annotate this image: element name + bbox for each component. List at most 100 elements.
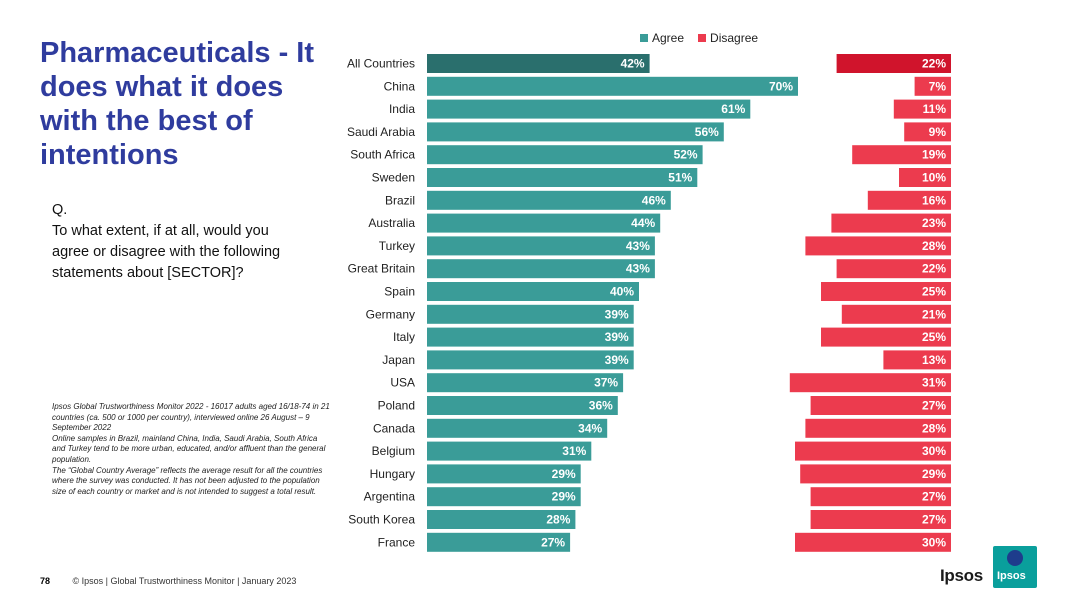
disagree-value-turkey: 28% xyxy=(922,239,946,253)
category-label-saudi-arabia: Saudi Arabia xyxy=(347,125,415,139)
agree-bar-france xyxy=(427,532,571,552)
category-label-turkey: Turkey xyxy=(379,239,415,253)
agree-value-france: 27% xyxy=(541,535,565,549)
legend-swatch-disagree xyxy=(698,34,707,42)
disagree-value-china: 7% xyxy=(929,79,947,93)
agree-value-canada: 34% xyxy=(578,421,602,435)
question-block: Q. To what extent, if at all, would you … xyxy=(52,200,282,284)
disagree-bar-south-korea xyxy=(810,510,951,529)
agree-bar-china xyxy=(427,76,798,96)
legend-item-disagree: Disagree xyxy=(698,31,758,45)
category-label-south-africa: South Africa xyxy=(350,148,415,162)
category-label-poland: Poland xyxy=(378,399,415,413)
disagree-value-south-africa: 19% xyxy=(922,148,946,162)
disagree-bar-china xyxy=(914,76,951,96)
disagree-bar-saudi-arabia xyxy=(904,122,951,142)
disagree-bar-usa xyxy=(789,373,951,393)
legend-item-agree: Agree xyxy=(640,31,684,45)
disagree-bar-hungary xyxy=(800,464,951,484)
disagree-bar-canada xyxy=(805,418,951,438)
agree-value-poland: 36% xyxy=(589,399,613,413)
agree-bar-south-africa xyxy=(427,145,703,165)
category-label-great-britain: Great Britain xyxy=(348,262,415,276)
agree-value-argentina: 29% xyxy=(552,490,576,504)
footer: 78 © Ipsos | Global Trustworthiness Moni… xyxy=(40,576,296,586)
agree-value-hungary: 29% xyxy=(552,467,576,481)
agree-bar-all-countries xyxy=(427,54,650,73)
agree-bar-saudi-arabia xyxy=(427,122,724,142)
disagree-value-great-britain: 22% xyxy=(922,262,946,276)
disagree-bar-india xyxy=(893,99,951,119)
disagree-value-all-countries: 22% xyxy=(922,57,946,71)
agree-value-south-korea: 28% xyxy=(546,513,570,527)
category-label-france: France xyxy=(378,535,416,549)
category-label-brazil: Brazil xyxy=(385,193,415,207)
agree-value-italy: 39% xyxy=(605,330,629,344)
disagree-value-belgium: 30% xyxy=(922,444,946,458)
disagree-bar-poland xyxy=(810,396,951,415)
disagree-bar-germany xyxy=(841,304,951,324)
agree-value-great-britain: 43% xyxy=(626,262,650,276)
category-label-sweden: Sweden xyxy=(372,171,415,185)
disagree-value-italy: 25% xyxy=(922,330,946,344)
disagree-value-usa: 31% xyxy=(922,376,946,390)
agree-bar-india xyxy=(427,99,751,119)
agree-bar-japan xyxy=(427,350,634,370)
disagree-bar-great-britain xyxy=(836,259,951,279)
question-text: To what extent, if at all, would you agr… xyxy=(52,223,281,281)
logo-badge-text: Ipsos xyxy=(997,570,1026,582)
disagree-value-germany: 21% xyxy=(922,307,946,321)
category-label-south-korea: South Korea xyxy=(348,513,415,527)
agree-bar-poland xyxy=(427,396,618,415)
category-label-hungary: Hungary xyxy=(370,467,415,481)
page-number: 78 xyxy=(40,576,51,586)
category-label-usa: USA xyxy=(390,376,415,390)
disagree-value-spain: 25% xyxy=(922,285,946,299)
disagree-bar-sweden xyxy=(899,168,951,187)
agree-value-germany: 39% xyxy=(605,307,629,321)
disagree-value-canada: 28% xyxy=(922,421,946,435)
disagree-bar-all-countries xyxy=(836,54,951,73)
disagree-value-australia: 23% xyxy=(922,216,946,230)
disagree-bar-italy xyxy=(821,327,951,347)
agree-value-japan: 39% xyxy=(605,353,629,367)
disagree-value-argentina: 27% xyxy=(922,490,946,504)
category-label-belgium: Belgium xyxy=(372,444,415,458)
disagree-value-poland: 27% xyxy=(922,399,946,413)
agree-value-south-africa: 52% xyxy=(674,148,698,162)
disagree-bar-belgium xyxy=(795,441,951,461)
category-label-italy: Italy xyxy=(393,330,415,344)
disagree-bar-turkey xyxy=(805,236,951,256)
disagree-bar-japan xyxy=(883,350,951,370)
disagree-value-france: 30% xyxy=(922,535,946,549)
logo-circle xyxy=(1007,550,1023,566)
disagree-value-south-korea: 27% xyxy=(922,513,946,527)
legend-label-agree: Agree xyxy=(652,31,685,45)
disagree-value-hungary: 29% xyxy=(922,467,946,481)
agree-bar-spain xyxy=(427,282,639,301)
category-label-australia: Australia xyxy=(368,216,415,230)
agree-value-belgium: 31% xyxy=(562,444,586,458)
agree-value-usa: 37% xyxy=(594,376,618,390)
footer-text: © Ipsos | Global Trustworthiness Monitor… xyxy=(72,576,297,586)
disagree-value-india: 11% xyxy=(923,102,947,116)
agree-bar-belgium xyxy=(427,441,592,461)
disagree-bar-brazil xyxy=(867,190,951,210)
ipsos-logo-icon: Ipsos xyxy=(993,546,1037,588)
methodology-note: Ipsos Global Trustworthiness Monitor 202… xyxy=(52,402,330,496)
agree-value-spain: 40% xyxy=(610,285,634,299)
category-label-japan: Japan xyxy=(382,353,415,367)
category-label-argentina: Argentina xyxy=(364,490,416,504)
agree-bar-great-britain xyxy=(427,259,655,279)
agree-bar-australia xyxy=(427,213,661,233)
agree-value-china: 70% xyxy=(769,79,793,93)
agree-bar-italy xyxy=(427,327,634,347)
category-label-india: India xyxy=(389,102,415,116)
agree-bar-germany xyxy=(427,304,634,324)
disagree-bar-spain xyxy=(821,282,951,301)
disagree-bar-france xyxy=(795,532,951,552)
legend-label-disagree: Disagree xyxy=(710,31,759,45)
agree-bar-south-korea xyxy=(427,510,576,529)
agree-value-india: 61% xyxy=(721,102,745,116)
